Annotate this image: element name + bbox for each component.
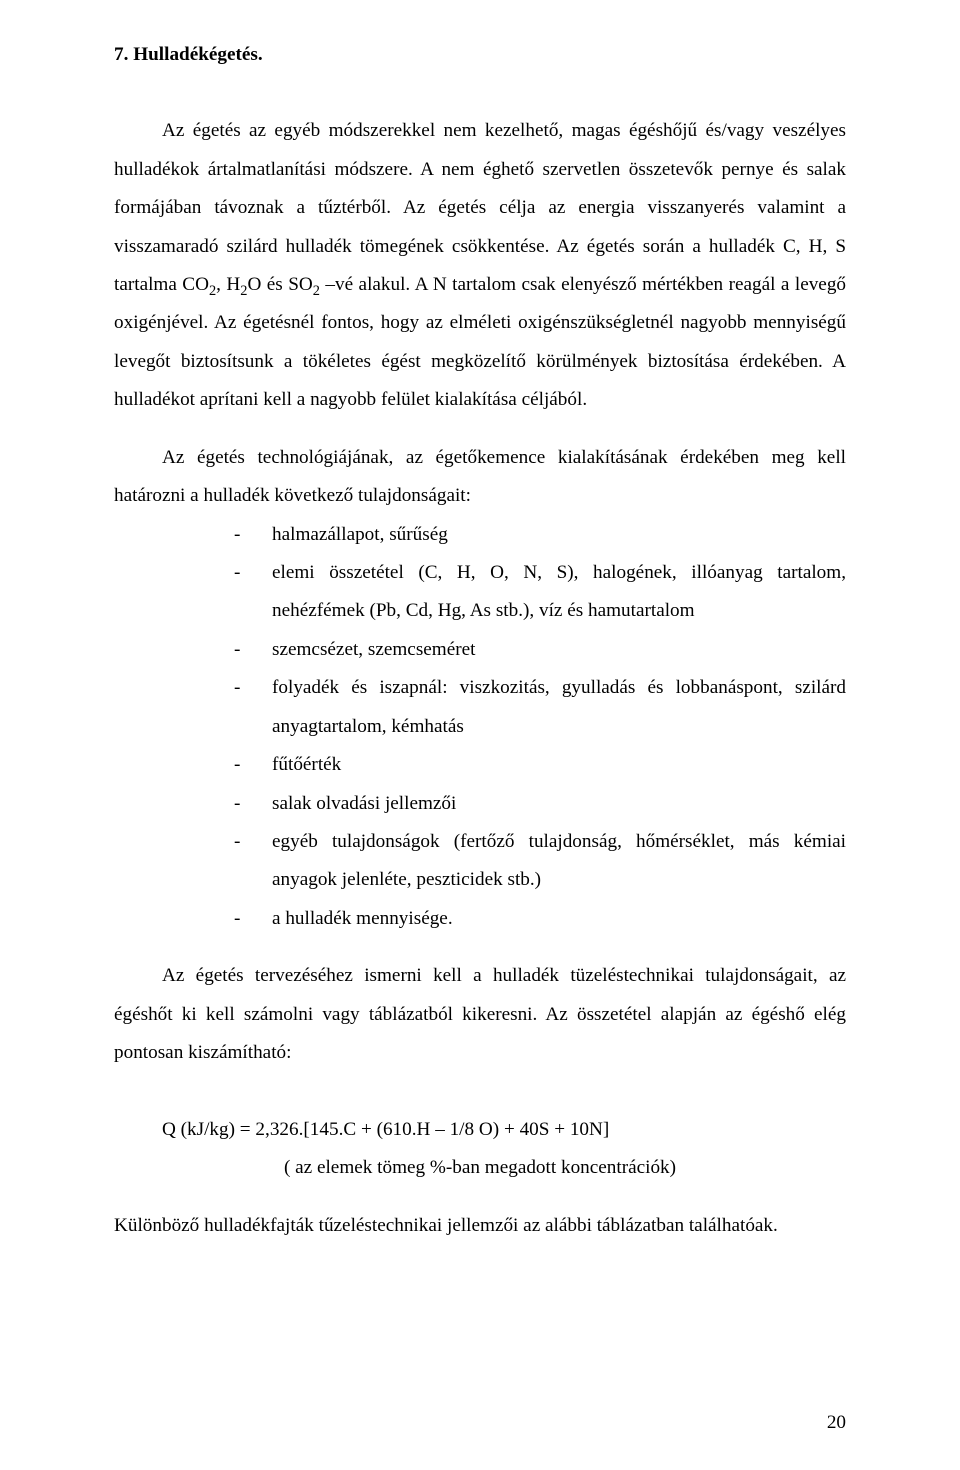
document-page: 7. Hulladékégetés. Az égetés az egyéb mó… [0, 0, 960, 1245]
formula-block: Q (kJ/kg) = 2,326.[145.C + (610.H – 1/8 … [114, 1111, 846, 1188]
list-item: halmazállapot, sűrűség [234, 516, 846, 554]
formula-note: ( az elemek tömeg %-ban megadott koncent… [114, 1149, 846, 1187]
para1-text-a: Az égetés az egyéb módszerekkel nem keze… [114, 120, 846, 295]
list-item: elemi összetétel (C, H, O, N, S), halogé… [234, 554, 846, 631]
list-item: folyadék és iszapnál: viszkozitás, gyull… [234, 669, 846, 746]
list-item: salak olvadási jellemzői [234, 785, 846, 823]
properties-list: halmazállapot, sűrűség elemi összetétel … [114, 516, 846, 938]
para1-text-c: O és SO [247, 274, 312, 295]
list-item: a hulladék mennyisége. [234, 900, 846, 938]
paragraph-3: Az égetés tervezéséhez ismerni kell a hu… [114, 957, 846, 1072]
subscript-2c: 2 [313, 283, 320, 299]
formula: Q (kJ/kg) = 2,326.[145.C + (610.H – 1/8 … [114, 1111, 846, 1149]
list-item: egyéb tulajdonságok (fertőző tulajdonság… [234, 823, 846, 900]
paragraph-2: Az égetés technológiájának, az égetőkeme… [114, 439, 846, 516]
closing-paragraph: Különböző hulladékfajták tűzeléstechnika… [114, 1207, 846, 1245]
page-number: 20 [827, 1412, 846, 1434]
paragraph-1: Az égetés az egyéb módszerekkel nem keze… [114, 112, 846, 419]
para1-text-b: , H [216, 274, 240, 295]
section-title: 7. Hulladékégetés. [114, 36, 846, 74]
list-item: fűtőérték [234, 746, 846, 784]
list-item: szemcsézet, szemcseméret [234, 631, 846, 669]
